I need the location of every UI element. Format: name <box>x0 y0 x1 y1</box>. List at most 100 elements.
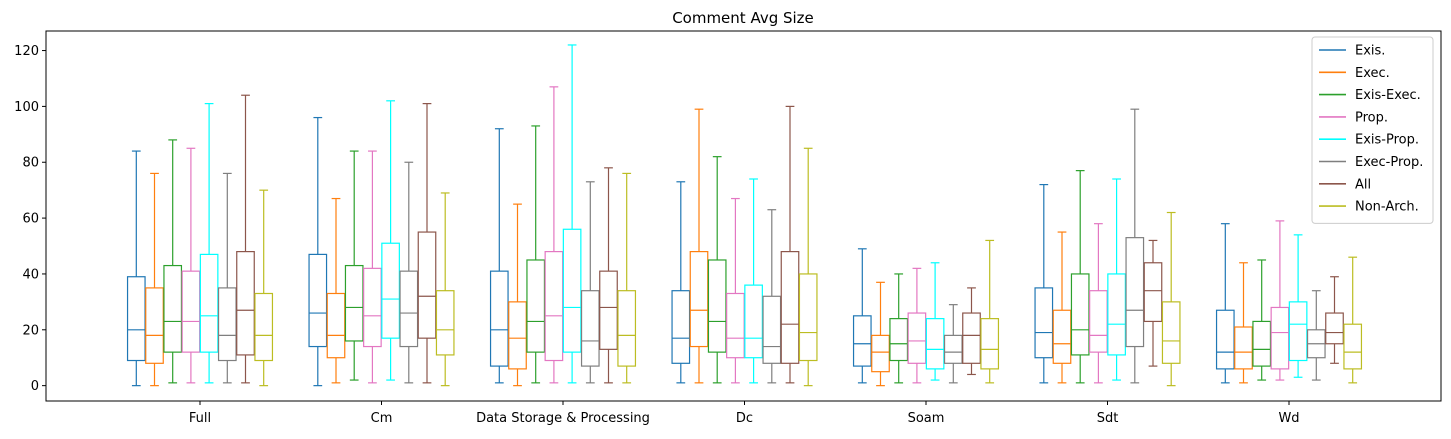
box-plot <box>417 103 437 384</box>
box-plot <box>907 267 927 384</box>
box <box>852 315 872 367</box>
box <box>780 251 800 364</box>
box <box>1343 323 1363 370</box>
box-plot <box>126 150 146 387</box>
legend-label: Non-Arch. <box>1355 200 1419 215</box>
box-plot <box>1034 183 1054 384</box>
box-plot <box>1125 108 1145 384</box>
box-plot <box>435 192 455 387</box>
chart-title: Comment Avg Size <box>672 9 814 27</box>
box <box>181 270 201 353</box>
box <box>145 287 164 364</box>
legend-label: Exis-Exec. <box>1355 88 1421 103</box>
x-tick-label: Dc <box>736 411 753 426</box>
box-plot <box>689 108 709 384</box>
box <box>580 290 600 367</box>
box <box>1125 237 1145 348</box>
box <box>254 292 274 362</box>
box-plot <box>980 239 1000 384</box>
box-plot <box>798 147 818 387</box>
box-plot <box>236 94 255 384</box>
y-tick-label: 80 <box>22 156 39 171</box>
box-plot <box>1052 231 1072 384</box>
series-group <box>236 94 1344 384</box>
series-group <box>145 108 1253 387</box>
box <box>1270 306 1290 370</box>
box-plot <box>199 103 219 384</box>
box <box>199 253 219 353</box>
box-plot <box>308 116 328 387</box>
box-plot <box>852 248 872 384</box>
series-group <box>217 108 1326 384</box>
box-plot <box>943 304 963 384</box>
box <box>980 318 1000 370</box>
box-plot <box>1306 290 1326 381</box>
y-tick-label: 0 <box>31 379 39 394</box>
box-plot <box>1270 220 1290 381</box>
box <box>489 270 509 367</box>
box-plot <box>145 172 164 387</box>
box <box>1215 309 1235 370</box>
box-plot <box>526 125 546 384</box>
box-plot <box>1325 276 1344 364</box>
box <box>417 231 437 339</box>
legend-label: Prop. <box>1355 110 1388 125</box>
box <box>599 270 618 350</box>
box-plot <box>1161 211 1181 387</box>
box <box>907 312 927 364</box>
box <box>1107 273 1126 356</box>
box-plot <box>1089 223 1108 384</box>
box-plot <box>363 150 382 384</box>
box-plot <box>163 139 183 384</box>
x-tick-label: Wd <box>1278 411 1299 426</box>
legend-label: Exec-Prop. <box>1355 155 1423 170</box>
box <box>871 334 890 373</box>
box-plot <box>617 172 637 384</box>
box-plot <box>707 156 727 384</box>
y-tick-label: 100 <box>14 100 39 115</box>
x-tick-label: Sdt <box>1097 411 1119 426</box>
box-plot <box>381 100 400 381</box>
box <box>689 251 709 348</box>
series-group <box>163 125 1272 384</box>
box-plot <box>1107 178 1126 381</box>
box-plot <box>780 105 800 384</box>
box <box>526 259 546 353</box>
series-group <box>181 86 1290 384</box>
box <box>889 318 909 362</box>
series-group <box>199 44 1308 384</box>
box-plot <box>1143 239 1163 367</box>
box <box>326 292 346 359</box>
box-plot <box>762 209 782 384</box>
box <box>925 318 945 370</box>
box <box>363 267 382 348</box>
box-plot <box>217 172 237 384</box>
box <box>744 284 763 359</box>
box <box>381 242 400 339</box>
box <box>943 334 963 364</box>
box-plot <box>1215 223 1235 384</box>
x-tick-label: Data Storage & Processing <box>476 411 650 426</box>
box-plot <box>871 281 890 387</box>
box <box>1034 287 1054 359</box>
box-plot <box>344 150 364 381</box>
box-plot <box>544 86 564 384</box>
box <box>707 259 727 353</box>
box-plot <box>562 44 582 384</box>
box <box>726 292 745 359</box>
chart-legend: Exis. Exec. Exis-Exec. Prop. Exis-Prop. Exec-… <box>1311 36 1434 224</box>
x-tick-label: Cm <box>371 411 393 426</box>
box <box>617 290 637 367</box>
y-tick-label: 20 <box>22 323 39 338</box>
box <box>217 287 237 362</box>
box-plot <box>962 287 981 376</box>
box-plot <box>399 161 419 384</box>
box <box>1161 301 1181 364</box>
box <box>762 295 782 364</box>
legend-label: Exec. <box>1355 66 1390 81</box>
box <box>344 264 364 342</box>
box-plot <box>1288 234 1308 378</box>
box <box>163 264 183 353</box>
